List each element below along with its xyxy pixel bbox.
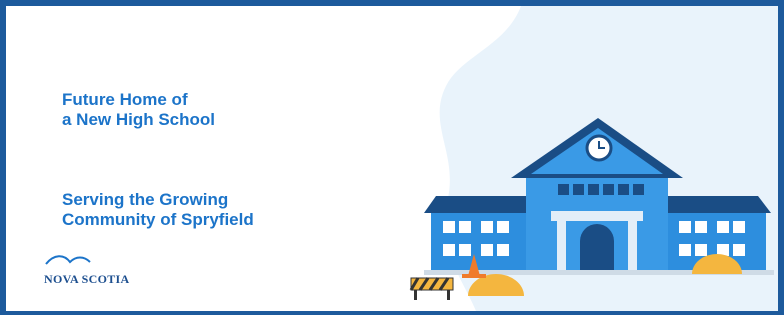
- left-roof: [424, 196, 528, 213]
- barrier-leg: [447, 290, 450, 300]
- cone-base: [462, 274, 486, 278]
- illustration: [6, 6, 778, 311]
- left-wing: [431, 211, 526, 271]
- sign: Future Home of a New High School Serving…: [0, 0, 784, 315]
- barrier-leg: [414, 290, 417, 300]
- subheadline: Serving the Growing Community of Spryfie…: [62, 190, 254, 230]
- subheadline-line: Community of Spryfield: [62, 210, 254, 230]
- logo-text: NOVA SCOTIA: [44, 272, 129, 287]
- headline: Future Home of a New High School: [62, 90, 215, 130]
- headline-line: Future Home of: [62, 90, 215, 110]
- portico: [551, 211, 643, 221]
- subheadline-line: Serving the Growing: [62, 190, 254, 210]
- headline-line: a New High School: [62, 110, 215, 130]
- door: [580, 224, 614, 271]
- column: [557, 221, 566, 271]
- logo-mark: [46, 256, 90, 264]
- right-roof: [661, 196, 771, 213]
- column: [628, 221, 637, 271]
